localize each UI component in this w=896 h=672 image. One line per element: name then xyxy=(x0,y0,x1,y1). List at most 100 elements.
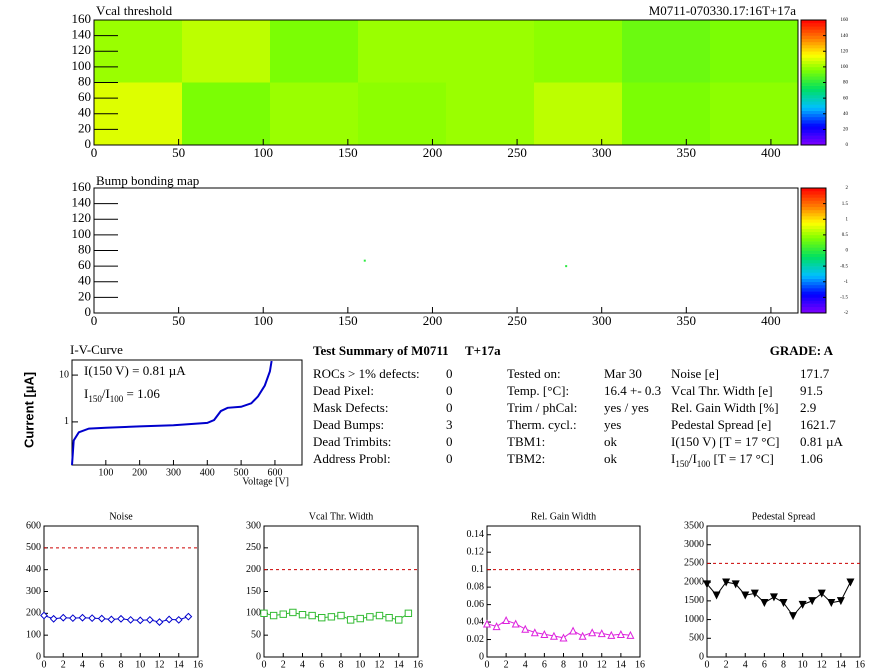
y-tick-label: 150 xyxy=(246,586,261,597)
y-tick-label: 300 xyxy=(26,586,41,597)
data-point xyxy=(712,591,721,600)
y-tick-label: 250 xyxy=(246,542,261,553)
colorbar-step xyxy=(801,63,826,68)
summary-value: 16.4 +- 0.3 xyxy=(604,383,661,398)
data-point xyxy=(769,593,778,602)
text-part: I xyxy=(84,386,88,401)
x-tick-label: 200 xyxy=(423,313,443,328)
colorbar-step xyxy=(801,98,826,102)
heatmap-cell xyxy=(270,82,358,145)
colorbar-step xyxy=(801,194,826,198)
heatmap-cell xyxy=(182,82,270,145)
data-point xyxy=(492,622,501,631)
data-point xyxy=(789,612,798,621)
data-point xyxy=(346,616,355,624)
text-part: Vcal Thr. Width [e] xyxy=(671,383,773,398)
colorbar-step xyxy=(801,138,826,143)
summary-label: Address Probl: xyxy=(313,451,391,466)
y-tick-label: 0 xyxy=(479,651,484,662)
x-tick-label: 16 xyxy=(193,659,203,670)
z-tick-label: 1.5 xyxy=(842,202,849,207)
heatmap-cell xyxy=(182,20,270,83)
data-point xyxy=(798,600,807,609)
summary-value: 1.06 xyxy=(800,451,823,466)
data-point xyxy=(511,619,520,628)
colorbar-step xyxy=(801,45,826,49)
data-point xyxy=(626,630,635,639)
summary-label: Temp. [°C]: xyxy=(507,383,569,398)
data-point xyxy=(184,612,193,621)
x-tick-label: 200 xyxy=(423,145,443,160)
data-point xyxy=(741,591,750,600)
colorbar-step xyxy=(801,275,826,279)
colorbar-step xyxy=(801,266,826,270)
y-tick-label: 0.14 xyxy=(467,529,485,540)
bump-point xyxy=(363,259,366,262)
x-tick-label: 2 xyxy=(724,659,729,670)
chart-label: M0711-070330.17:16T+17a xyxy=(649,3,797,18)
summary-label: Mask Defects: xyxy=(313,400,388,415)
y-tick-label: 160 xyxy=(72,179,92,194)
summary-label: Dead Bumps: xyxy=(313,417,384,432)
colorbar-step xyxy=(801,38,826,43)
x-tick-label: 0 xyxy=(705,659,710,670)
colorbar-step xyxy=(801,113,826,118)
summary-value: 2.9 xyxy=(800,400,816,415)
x-tick-label: 10 xyxy=(135,659,145,670)
data-point xyxy=(385,614,393,622)
text-part: 100 xyxy=(110,394,124,404)
z-tick-label: 100 xyxy=(841,65,849,70)
heatmap-cell xyxy=(710,20,798,83)
y-tick-label: 2500 xyxy=(684,558,704,569)
summary-value: Mar 30 xyxy=(604,366,642,381)
data-point xyxy=(337,611,345,620)
y-tick-label: 120 xyxy=(72,210,92,225)
data-point xyxy=(808,597,817,606)
x-tick-label: 400 xyxy=(200,467,215,478)
z-tick-label: 140 xyxy=(841,34,849,39)
colorbar-step xyxy=(801,104,826,108)
colorbar-step xyxy=(801,225,826,229)
data-point xyxy=(68,614,77,623)
annotation: I(150 V) = 0.81 µA xyxy=(84,363,186,378)
colorbar-step xyxy=(801,191,826,195)
x-tick-label: 14 xyxy=(836,659,846,670)
x-tick-label: 14 xyxy=(394,659,404,670)
data-point xyxy=(607,630,616,639)
x-tick-label: 14 xyxy=(174,659,184,670)
x-tick-label: 2 xyxy=(504,659,509,670)
x-tick-label: 0 xyxy=(91,145,98,160)
colorbar-step xyxy=(801,107,826,111)
plot-frame xyxy=(263,525,419,658)
colorbar-step xyxy=(801,250,826,254)
data-point xyxy=(59,613,68,622)
colorbar-step xyxy=(801,216,826,220)
z-tick-label: 120 xyxy=(841,49,849,54)
colorbar-step xyxy=(801,132,826,136)
colorbar-step xyxy=(801,120,826,124)
y-tick-label: 3000 xyxy=(684,539,704,550)
data-point xyxy=(155,618,164,626)
summary-title: Test Summary of M0711 xyxy=(313,343,449,358)
y-tick-label: 500 xyxy=(689,633,704,644)
colorbar-step xyxy=(801,188,826,192)
x-tick-label: 12 xyxy=(597,659,607,670)
data-point xyxy=(269,611,278,620)
chart-title: Vcal threshold xyxy=(96,3,173,18)
summary-label: Trim / phCal: xyxy=(507,400,577,415)
y-tick-label: 1 xyxy=(64,416,69,427)
chart-title: Vcal Thr. Width xyxy=(309,511,374,522)
chart-title: Rel. Gain Width xyxy=(531,511,596,522)
summary-tag: T+17a xyxy=(465,343,501,358)
data-point xyxy=(779,599,788,608)
colorbar-step xyxy=(801,51,826,55)
summary-label: Vcal Thr. Width [e] xyxy=(671,383,773,398)
x-tick-label: 4 xyxy=(80,659,85,670)
data-point xyxy=(289,608,297,617)
data-point xyxy=(126,615,135,624)
bump-point xyxy=(565,265,568,268)
data-line xyxy=(71,360,273,466)
colorbar-step xyxy=(801,41,826,46)
x-tick-label: 600 xyxy=(267,467,282,478)
data-point xyxy=(78,613,87,622)
